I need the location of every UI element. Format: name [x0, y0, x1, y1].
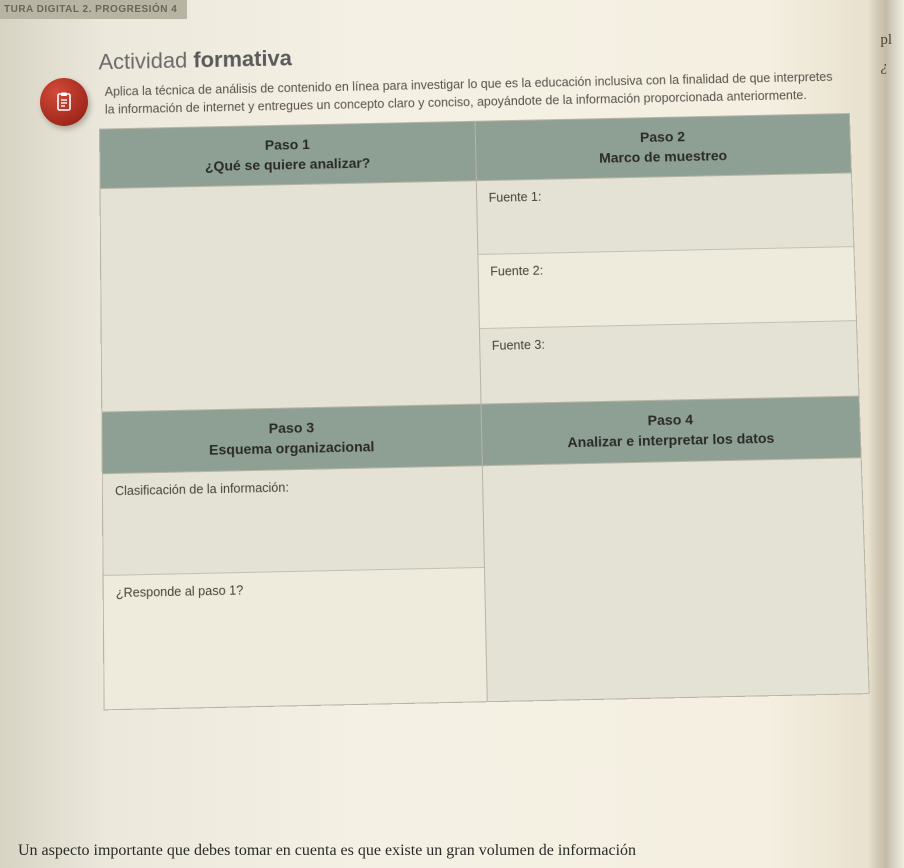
side-line-1: pl [880, 32, 892, 49]
step1-cell[interactable] [100, 181, 480, 412]
step3-cell[interactable]: Clasificación de la información: ¿Respon… [102, 465, 486, 709]
activity-intro: Aplica la técnica de análisis de conteni… [99, 68, 850, 119]
page-fold-shadow [868, 0, 904, 868]
table-body-row-1: Fuente 1: Fuente 2: Fuente 3: [100, 173, 859, 412]
title-light: Actividad [98, 48, 193, 75]
step3-header: Paso 3 Esquema organizacional [102, 404, 482, 473]
bottom-paragraph: Un aspecto importante que debes tomar en… [18, 840, 864, 862]
step4-cell[interactable] [482, 457, 869, 701]
step2-header: Paso 2 Marco de muestreo [475, 114, 852, 181]
step2-cell[interactable]: Fuente 1: Fuente 2: Fuente 3: [476, 173, 859, 404]
side-line-2: ¿ [880, 59, 892, 76]
responde-row[interactable]: ¿Responde al paso 1? [104, 568, 487, 709]
clipboard-icon [52, 90, 76, 114]
steps-table: Paso 1 ¿Qué se quiere analizar? Paso 2 M… [99, 113, 870, 710]
fuente2-row[interactable]: Fuente 2: [478, 248, 856, 330]
step4-header: Paso 4 Analizar e interpretar los datos [481, 397, 862, 466]
main-content: Actividad formativa Aplica la técnica de… [98, 34, 869, 710]
table-body-row-2: Clasificación de la información: ¿Respon… [102, 457, 869, 709]
title-bold: formativa [193, 46, 292, 73]
adjacent-page-text: pl ¿ [880, 32, 892, 76]
fuente3-row[interactable]: Fuente 3: [479, 322, 858, 404]
clasificacion-row[interactable]: Clasificación de la información: [103, 466, 484, 576]
activity-icon [40, 78, 88, 126]
step1-header: Paso 1 ¿Qué se quiere analizar? [100, 122, 476, 190]
page-header-strip: TURA DIGITAL 2. PROGRESIÓN 4 [0, 0, 187, 19]
fuente1-row[interactable]: Fuente 1: [476, 174, 853, 256]
